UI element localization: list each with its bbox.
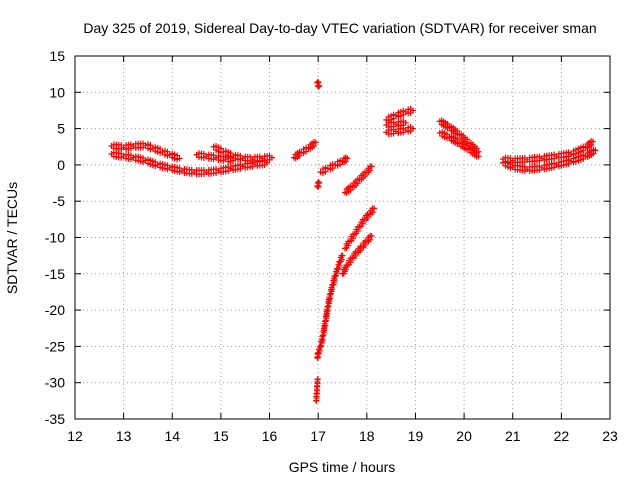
x-tick-label: 22 (554, 428, 570, 444)
data-point (176, 155, 183, 162)
series-arc-8 (314, 179, 323, 190)
data-point (444, 131, 451, 138)
data-point (316, 180, 323, 187)
y-tick-label: -5 (53, 193, 66, 209)
data-point (454, 127, 461, 134)
y-axis-label: SDTVAR / TECUs (4, 182, 20, 294)
data-marks (108, 78, 599, 404)
data-point (592, 147, 599, 154)
series-arc-16 (383, 118, 409, 130)
axis-ticks (74, 55, 611, 420)
data-point (314, 78, 321, 85)
series-arc-9 (341, 163, 375, 197)
data-point (410, 107, 417, 114)
y-tick-label: 0 (57, 157, 65, 173)
data-point (368, 233, 375, 240)
y-tick-label: -10 (45, 230, 65, 246)
series-arc-12 (339, 232, 375, 277)
x-tick-label: 14 (164, 428, 180, 444)
data-point (268, 154, 275, 161)
x-axis-label: GPS time / hours (289, 459, 396, 475)
x-tick-label: 23 (602, 428, 618, 444)
data-point (217, 145, 224, 152)
x-tick-label: 21 (505, 428, 521, 444)
series-arc-13 (341, 205, 378, 252)
x-tick-label: 13 (116, 428, 132, 444)
data-point (464, 136, 471, 143)
x-tick-label: 12 (67, 428, 83, 444)
data-point (314, 376, 321, 383)
y-tick-label: -25 (45, 338, 65, 354)
x-tick-label: 20 (456, 428, 472, 444)
data-point (410, 125, 417, 132)
data-point (454, 136, 461, 143)
series-arc-10 (314, 252, 346, 362)
chart-title: Day 325 of 2019, Sidereal Day-to-day VTE… (83, 20, 596, 36)
data-point (315, 179, 322, 186)
data-point (402, 119, 409, 126)
series-arc-1 (108, 149, 271, 178)
data-point (315, 79, 322, 86)
series-arc-11 (313, 376, 321, 404)
y-tick-label: -30 (45, 375, 65, 391)
series-arc-5 (290, 138, 319, 162)
series-arc-20 (500, 138, 596, 166)
data-point (589, 138, 596, 145)
y-tick-label: 10 (49, 84, 65, 100)
series-arc-3 (193, 150, 237, 166)
data-point (464, 142, 471, 149)
x-tick-label: 19 (408, 428, 424, 444)
axis-tick-labels: 12 13 14 15 16 17 18 19 20 21 22 23 -35 -30 -25 -20 -15 -… (45, 48, 618, 444)
data-point (368, 163, 375, 170)
data-point (317, 343, 324, 350)
y-tick-label: -35 (45, 411, 65, 427)
series-arc-2 (108, 140, 183, 163)
data-point (339, 252, 346, 259)
data-point (318, 335, 325, 342)
series-arc-7 (314, 78, 323, 90)
data-point (475, 153, 482, 160)
y-tick-label: -20 (45, 302, 65, 318)
grid (75, 56, 610, 419)
data-point (318, 338, 325, 345)
data-point (227, 150, 234, 157)
data-point (316, 82, 323, 89)
data-point (371, 205, 378, 212)
y-tick-label: 5 (57, 121, 65, 137)
series-arc-14 (383, 105, 417, 124)
data-point (312, 139, 319, 146)
data-point (444, 120, 451, 127)
series-arc-18 (436, 129, 482, 160)
x-tick-label: 18 (359, 428, 375, 444)
x-tick-label: 15 (213, 428, 229, 444)
data-point (319, 333, 326, 340)
data-point (344, 155, 351, 162)
x-tick-label: 16 (262, 428, 278, 444)
y-tick-label: -15 (45, 266, 65, 282)
series-arc-6 (317, 154, 351, 176)
y-tick-label: 15 (49, 48, 65, 64)
x-tick-label: 17 (310, 428, 326, 444)
series-arc-4 (210, 143, 275, 164)
data-point (473, 149, 480, 156)
